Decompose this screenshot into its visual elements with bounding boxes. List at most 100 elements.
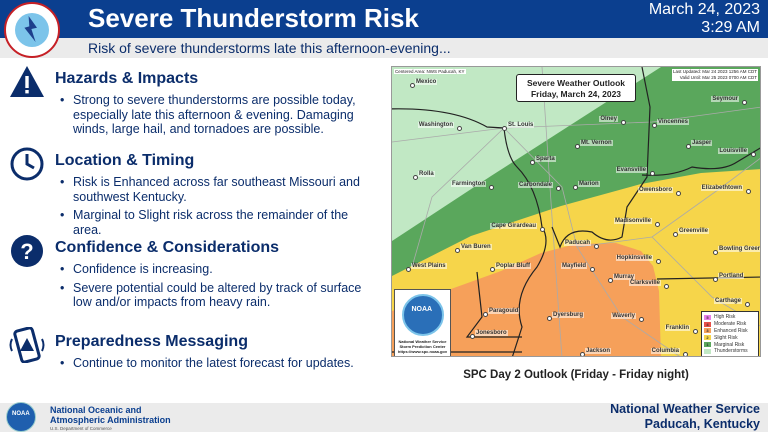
noaa-logo: NOAA [6, 402, 36, 432]
city-marker [579, 351, 585, 356]
city-label: Louisville [718, 148, 748, 154]
noaa-line1: National Oceanic and [50, 405, 142, 415]
outlook-map: Centered Area: NWS Paducah, KY Last Upda… [391, 66, 761, 357]
map-title-line1: Severe Weather Outlook [526, 78, 626, 88]
city-marker [529, 159, 535, 165]
office-line1: National Weather Service [610, 402, 760, 416]
office-name: National Weather Service Paducah, Kentuck… [610, 402, 760, 432]
city-marker [589, 266, 595, 272]
city-label: Jackson [585, 348, 612, 354]
city-marker [501, 125, 507, 131]
legend-item: 2 Slight Risk [704, 334, 756, 341]
bullet: Severe potential could be altered by tra… [60, 281, 370, 310]
city-label: Marion [578, 181, 600, 187]
city-marker [456, 125, 462, 131]
city-marker [489, 266, 495, 272]
footer-bar [0, 403, 768, 432]
noaa-name: National Oceanic and Atmospheric Administ… [50, 405, 171, 433]
issue-date: March 24, 2023 [648, 1, 760, 18]
phone-alert-icon [9, 327, 45, 363]
legend-item: Thunderstorms [704, 348, 756, 355]
bullet: Risk is Enhanced across far southeast Mi… [60, 175, 370, 204]
bullet: Continue to monitor the latest forecast … [60, 356, 370, 371]
city-marker [663, 283, 669, 289]
legend-label: Thunderstorms [714, 348, 748, 355]
city-label: Seymour [711, 96, 739, 102]
city-marker [607, 277, 613, 283]
centered-area: Centered Area: NWS Paducah, KY [394, 69, 466, 74]
city-label: Mt. Vernon [580, 140, 613, 146]
city-label: Dyersburg [552, 312, 585, 318]
noaa-logo: NOAA [401, 294, 444, 336]
legend-item: 3 Enhanced Risk [704, 328, 756, 335]
city-label: Jasper [691, 140, 713, 146]
legend-label: Enhanced Risk [714, 327, 748, 334]
office-line2: Paducah, Kentucky [644, 417, 760, 431]
city-marker [546, 315, 552, 321]
city-label: Owensboro [637, 187, 673, 193]
last-updated: Last Updated: Mar 24 2023 1256 AM CDT [672, 69, 757, 74]
city-marker [741, 99, 747, 105]
svg-text:?: ? [20, 239, 33, 264]
nws-logo [4, 2, 60, 58]
city-marker [409, 82, 415, 88]
header-bar [0, 0, 768, 38]
city-label: Mayfield [560, 263, 587, 269]
city-marker [482, 311, 488, 317]
city-marker [555, 185, 561, 191]
city-label: Portland [718, 273, 745, 279]
bullet: Strong to severe thunderstorms are possi… [60, 93, 370, 137]
spc-url: https://www.spc.noaa.gov [397, 349, 448, 354]
city-label: Clarksville [628, 280, 661, 286]
city-marker [712, 249, 718, 255]
city-marker [572, 184, 578, 190]
roads [392, 67, 760, 356]
city-marker [712, 276, 718, 282]
legend-item: 4 Moderate Risk [704, 321, 756, 328]
page-title: Severe Thunderstorm Risk [88, 3, 419, 33]
noaa-line3: U.S. Department of Commerce [50, 426, 112, 431]
city-marker [620, 119, 626, 125]
city-label: Poplar Bluff [495, 263, 531, 269]
valid-until: Valid Until: Mar 25 2023 0700 AM CDT [679, 75, 757, 80]
city-marker [454, 247, 460, 253]
city-label: Paragould [488, 308, 520, 314]
city-marker [469, 333, 475, 339]
spc-logo-box: NOAA National Weather Service Storm Predic… [394, 289, 451, 356]
city-label: Greenville [678, 228, 710, 234]
risk-legend: 5 High Risk 4 Moderate Risk 3 Enhanced Risk 2 S… [701, 311, 759, 356]
city-marker [750, 151, 756, 157]
legend-label: Moderate Risk [714, 321, 747, 328]
city-label: Jonesboro [475, 330, 508, 336]
legend-item: 5 High Risk [704, 314, 756, 321]
city-marker [405, 266, 411, 272]
map-title-line2: Friday, March 24, 2023 [530, 89, 622, 99]
city-marker [488, 184, 494, 190]
noaa-line2: Atmospheric Administration [50, 415, 171, 425]
city-marker [692, 328, 698, 334]
bullet: Confidence is increasing. [60, 262, 370, 277]
city-label: Washington [417, 122, 454, 128]
map-timestamps: Last Updated: Mar 24 2023 1256 AM CDT Val… [671, 69, 758, 81]
legend-swatch: 4 [704, 321, 711, 327]
legend-label: Marginal Risk [714, 341, 745, 348]
city-label: Madisonville [613, 218, 652, 224]
city-label: Bowling Green [718, 246, 761, 252]
issue-datetime: March 24, 2023 3:29 AM [649, 1, 760, 37]
city-label: Farmington [451, 181, 486, 187]
legend-swatch: 1 [704, 342, 711, 348]
city-marker [675, 190, 681, 196]
city-label: Rolla [418, 171, 435, 177]
spc-line1: National Weather Service [398, 339, 447, 344]
city-label: Carbondale [517, 182, 553, 188]
city-label: Van Buren [460, 244, 492, 250]
city-label: Paducah [563, 240, 591, 246]
city-marker [574, 143, 580, 149]
city-marker [685, 143, 691, 149]
city-label: West Plains [411, 263, 447, 269]
city-marker [638, 316, 644, 322]
city-label: Carthage [713, 298, 742, 304]
city-label: Sparta [535, 156, 556, 162]
city-marker [651, 122, 657, 128]
question-icon: ? [11, 235, 43, 267]
